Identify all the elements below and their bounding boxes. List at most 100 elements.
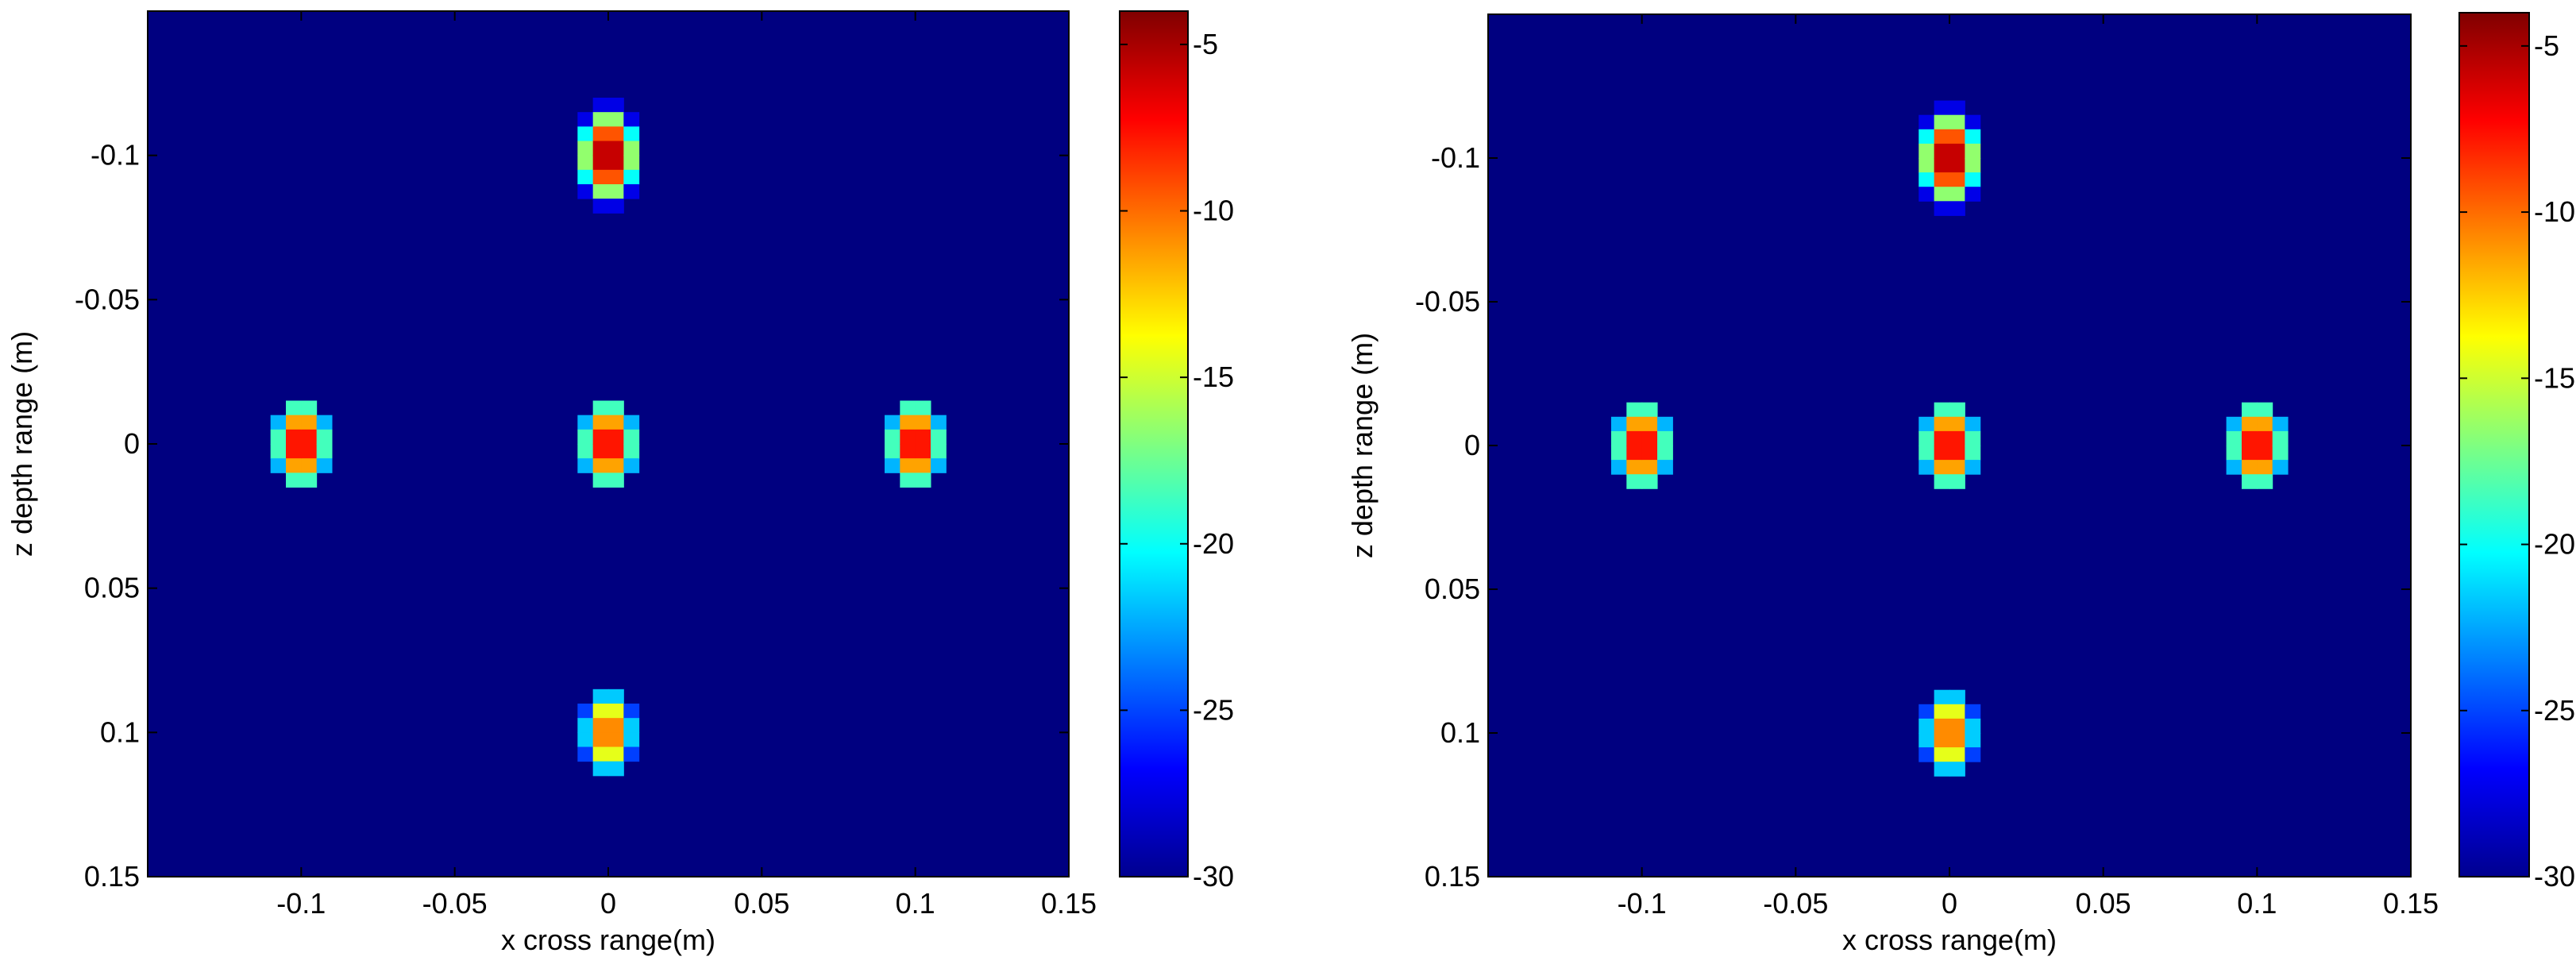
heatmap-cell <box>1657 416 1673 432</box>
heatmap-cell <box>915 444 931 459</box>
heatmap-cell <box>1965 747 1981 762</box>
heatmap-cell <box>623 415 640 430</box>
heatmap-cell <box>608 458 624 473</box>
heatmap-cell <box>592 98 609 113</box>
heatmap-cell <box>623 732 640 747</box>
heatmap-cell <box>608 415 624 430</box>
heatmap-cell <box>577 746 594 762</box>
heatmap-cell <box>286 429 302 445</box>
y-tick-label: -0.1 <box>91 139 140 172</box>
x-tick-label: -0.05 <box>422 887 488 920</box>
heatmap-cell <box>592 141 609 156</box>
colorbar-gradient <box>1120 11 1188 877</box>
heatmap-cell <box>1934 446 1950 461</box>
heatmap-cell <box>608 400 624 416</box>
heatmap-cell <box>623 444 640 459</box>
heatmap-cell <box>270 458 287 473</box>
x-tick-label: -0.05 <box>1763 887 1828 920</box>
x-tick-label: 0.15 <box>1041 887 1097 920</box>
colorbar-tick-label: -5 <box>1193 28 1218 60</box>
heatmap-cell <box>286 444 302 459</box>
heatmap-cell <box>577 458 594 473</box>
heatmap-cell <box>608 746 624 762</box>
heatmap-cell <box>1934 158 1950 173</box>
x-tick-label: 0.05 <box>2076 887 2131 920</box>
heatmap-cell <box>2226 446 2242 461</box>
heatmap-cell <box>301 400 318 416</box>
heatmap-cell <box>1965 158 1981 173</box>
heatmap-cell <box>1949 143 1965 159</box>
heatmap-cell <box>915 458 931 473</box>
colorbar-tick-label: -25 <box>2534 694 2575 727</box>
heatmap-cell <box>1949 187 1965 202</box>
heatmap-cell <box>885 415 900 430</box>
heatmap-cell <box>1626 402 1643 418</box>
heatmap-cell <box>623 704 640 719</box>
heatmap-cell <box>270 429 287 445</box>
y-tick-label: 0 <box>124 427 140 460</box>
heatmap-cell <box>900 400 916 416</box>
heatmap-cell <box>1949 704 1965 719</box>
heatmap-cell <box>931 415 947 430</box>
heatmap-cell <box>1610 446 1627 461</box>
heatmap-cell <box>2241 460 2258 475</box>
heatmap-cell <box>900 429 916 445</box>
heatmap-cell <box>592 184 609 199</box>
heatmap-cell <box>270 444 287 459</box>
heatmap-cell <box>2257 416 2273 432</box>
heatmap-cell <box>1934 201 1950 216</box>
heatmap-cell <box>1965 460 1981 475</box>
heatmap-cell <box>1919 460 1935 475</box>
heatmap-cell <box>577 169 594 185</box>
heatmap-cell <box>2241 430 2258 446</box>
heatmap-cell <box>915 429 931 445</box>
heatmap-cell <box>900 458 916 473</box>
heatmap-cell <box>1949 129 1965 145</box>
heatmap-cell <box>1934 762 1950 777</box>
heatmap-cell <box>608 98 624 113</box>
x-tick-label: 0.1 <box>896 887 935 920</box>
heatmap-cell <box>1919 114 1935 130</box>
heatmap-cell <box>2241 402 2258 418</box>
heatmap-cell <box>1934 718 1950 734</box>
heatmap-cell <box>592 429 609 445</box>
heatmap-cell <box>301 415 318 430</box>
heatmap-cell <box>316 444 333 459</box>
heatmap-cell <box>1919 143 1935 159</box>
heatmap-cell <box>592 746 609 762</box>
heatmap-cell <box>1934 114 1950 130</box>
heatmap-cell <box>1610 416 1627 432</box>
heatmap-cell <box>2257 402 2273 418</box>
colorbar-tick-label: -30 <box>1193 860 1234 893</box>
heatmap-cell <box>623 155 640 171</box>
heatmap-cell <box>1949 114 1965 130</box>
heatmap-cell <box>577 112 594 127</box>
colorbar-tick-label: -20 <box>1193 527 1234 560</box>
heatmap-cell <box>577 184 594 199</box>
y-axis-label: z depth range (m) <box>6 331 38 557</box>
heatmap-cell <box>592 400 609 416</box>
heatmap-cell <box>1919 158 1935 173</box>
heatmap-cell <box>1949 446 1965 461</box>
heatmap-cell <box>1949 733 1965 748</box>
heatmap-cell <box>900 472 916 488</box>
heatmap-cell <box>1657 460 1673 475</box>
heatmap-cell <box>1641 460 1658 475</box>
heatmap-cell <box>577 444 594 459</box>
colorbar-frame <box>1119 10 1189 878</box>
colorbar-frame <box>2458 12 2530 878</box>
heatmap-cell <box>2257 446 2273 461</box>
heatmap-cell <box>592 415 609 430</box>
heatmap-cell <box>577 429 594 445</box>
heatmap-cell <box>1949 762 1965 777</box>
heatmap-cell <box>592 199 609 214</box>
heatmap-cell <box>1919 416 1935 432</box>
heatmap-cell <box>286 415 302 430</box>
heatmap-cell <box>2272 430 2289 446</box>
heatmap-cell <box>1949 460 1965 475</box>
heatmap-cell <box>2241 416 2258 432</box>
heatmap-cell <box>2272 446 2289 461</box>
heatmap-cell <box>2257 460 2273 475</box>
heatmap-cell <box>623 112 640 127</box>
heatmap-cell <box>931 429 947 445</box>
